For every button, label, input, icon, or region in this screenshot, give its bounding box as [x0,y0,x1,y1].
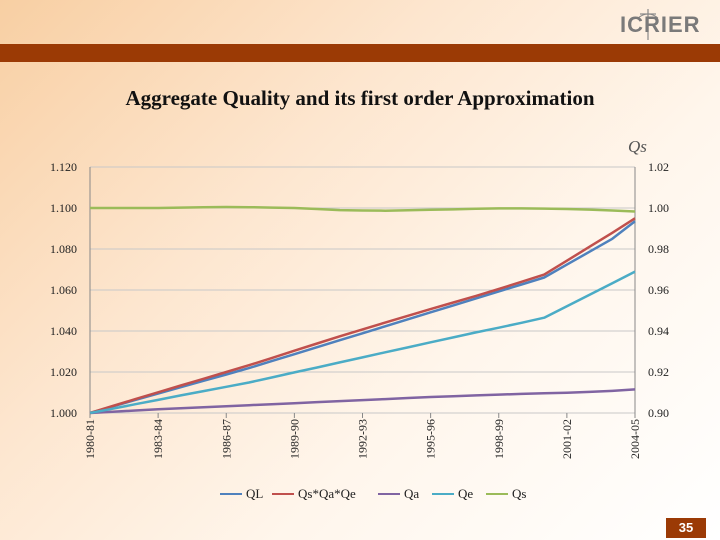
logo-graphic-icon [637,9,659,40]
series-line-qa [89,388,636,415]
y2-tick-label: 1.02 [648,160,669,174]
logo [612,6,712,42]
x-tick-label: 1992-93 [356,419,370,459]
header-band [0,44,720,62]
legend-item: Qa [378,486,419,502]
y-tick-label: 1.120 [50,160,77,174]
chart-title: Aggregate Quality and its first order Ap… [125,86,595,110]
legend-label: Qs*Qa*Qe [298,486,356,501]
legend-swatch [432,493,454,495]
legend-item: Qs [486,486,526,502]
y2-tick-label: 0.90 [648,406,669,420]
y2-tick-label: 0.94 [648,324,669,338]
legend-label: QL [246,486,264,501]
y-tick-label: 1.080 [50,242,77,256]
y-tick-label: 1.100 [50,201,77,215]
legend-swatch [272,493,294,495]
series-line-qs [90,205,636,213]
secondary-axis-label: Qs [628,137,647,156]
legend-swatch [486,493,508,495]
page-number: 35 [666,518,706,538]
legend-label: Qs [512,486,527,501]
y2-axis-ticks: 0.90 0.92 0.94 0.96 0.98 1.00 1.02 [648,160,669,420]
y-axis-ticks: 1.000 1.020 1.040 1.060 1.080 1.100 1.120 [50,160,77,420]
y-tick-label: 1.000 [50,406,77,420]
x-tick-label: 1989-90 [287,419,301,459]
series-line-qs-qa-qe [89,217,636,415]
y-tick-label: 1.060 [50,283,77,297]
x-tick-label: 1986-87 [219,419,233,459]
legend-item: Qs*Qa*Qe [272,486,356,502]
legend-swatch [378,493,400,495]
logo-text: ICRIER [620,12,701,37]
series-layer [89,205,636,415]
legend: QL Qs*Qa*Qe Qa Qe Qs [200,486,540,502]
y2-tick-label: 0.98 [648,242,669,256]
y-tick-label: 1.020 [50,365,77,379]
grid-lines [89,166,636,414]
x-tick-label: 1998-99 [492,419,506,459]
y2-tick-label: 0.96 [648,283,669,297]
x-tick-label: 2004-05 [628,419,642,459]
x-tick-label: 1995-96 [424,419,438,459]
legend-label: Qa [404,486,420,501]
x-tick-label: 2001-02 [560,419,574,459]
x-tick-label: 1983-84 [151,419,165,459]
legend-item: Qe [432,486,473,502]
x-axis-ticks: 1980-81 1983-84 1986-87 1989-90 1992-93 1995-… [83,413,642,459]
legend-swatch [220,493,242,495]
x-tick-label: 1980-81 [83,419,97,459]
series-line-ql [89,220,636,415]
legend-item: QL [220,486,263,502]
series-line-qe [89,270,636,415]
legend-label: Qe [458,486,474,501]
y2-tick-label: 1.00 [648,201,669,215]
y2-tick-label: 0.92 [648,365,669,379]
y-tick-label: 1.040 [50,324,77,338]
